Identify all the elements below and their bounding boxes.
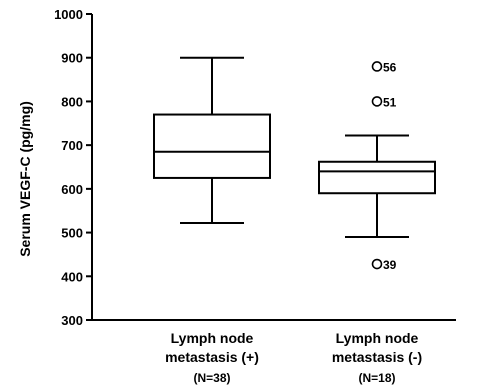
category-label-line1: Lymph node [336, 330, 419, 346]
sample-size-label: (N=38) [193, 371, 230, 385]
iqr-box [153, 113, 271, 179]
y-tick-label: 400 [61, 269, 83, 284]
y-tick-label: 1000 [54, 7, 83, 22]
outlier-label: 56 [383, 60, 397, 74]
y-tick-label: 800 [61, 94, 83, 109]
category-label-line1: Lymph node [171, 330, 254, 346]
outlier-point [371, 258, 383, 270]
y-tick-label: 500 [61, 226, 83, 241]
category-label-line2: metastasis (+) [165, 349, 259, 365]
iqr-box [318, 160, 436, 195]
y-axis-title: Serum VEGF-C (pg/mg) [17, 101, 33, 257]
outlier-point [371, 61, 383, 72]
y-tick-label: 600 [61, 182, 83, 197]
y-tick-label: 300 [61, 313, 83, 328]
sample-size-label: (N=18) [358, 371, 395, 385]
outlier-point [371, 96, 383, 107]
y-tick-label: 900 [61, 51, 83, 66]
outlier-label: 51 [383, 95, 397, 109]
y-tick-label: 700 [61, 138, 83, 153]
outlier-label: 39 [383, 258, 397, 272]
category-label-line2: metastasis (-) [332, 349, 422, 365]
